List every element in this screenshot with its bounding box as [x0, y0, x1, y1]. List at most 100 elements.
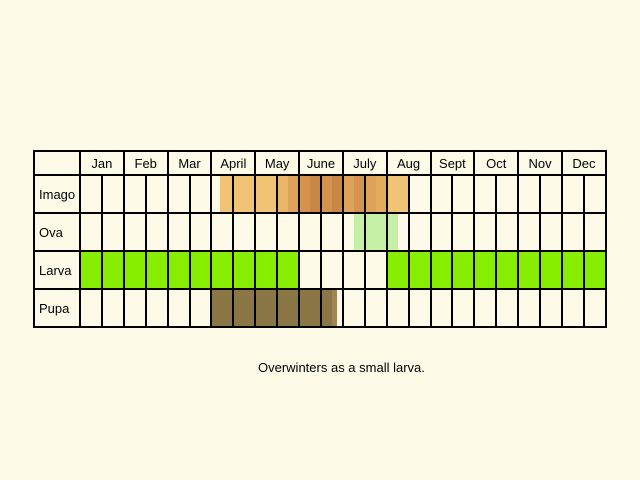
half-month-cell — [473, 288, 498, 328]
half-month-cell — [385, 174, 410, 214]
stage-label: Ova — [33, 212, 81, 252]
half-month-cell — [144, 174, 169, 214]
presence-fill — [212, 252, 233, 288]
presence-fill — [220, 176, 233, 212]
presence-fill — [331, 176, 342, 212]
presence-fill — [519, 252, 540, 288]
half-month-cell — [341, 212, 366, 252]
half-month-cell — [100, 288, 125, 328]
month-header: May — [254, 150, 301, 176]
month-header: Dec — [560, 150, 608, 176]
presence-fill — [278, 290, 299, 326]
stage-row: Pupa — [33, 288, 608, 328]
half-month-cell — [582, 250, 608, 290]
half-month-cell — [517, 250, 542, 290]
half-month-cell — [276, 250, 301, 290]
half-month-cell — [363, 174, 388, 214]
half-month-cell — [429, 250, 454, 290]
half-month-cell — [254, 174, 279, 214]
overwintering-note: Overwinters as a small larva. — [258, 360, 425, 375]
half-month-cell — [144, 212, 169, 252]
half-month-cell — [122, 250, 147, 290]
half-month-cell — [188, 174, 213, 214]
month-header: Jan — [79, 150, 125, 176]
half-month-cell — [166, 212, 191, 252]
half-month-cell — [144, 250, 169, 290]
presence-fill — [81, 252, 101, 288]
half-month-cell — [232, 288, 257, 328]
half-month-cell — [341, 250, 366, 290]
presence-fill — [124, 252, 145, 288]
stage-label: Pupa — [33, 288, 81, 328]
half-month-cell — [451, 212, 476, 252]
presence-fill — [331, 290, 337, 326]
half-month-cell — [385, 250, 410, 290]
half-month-cell — [539, 174, 563, 214]
half-month-cell — [210, 174, 235, 214]
presence-fill — [256, 176, 277, 212]
half-month-cell — [298, 288, 322, 328]
presence-fill — [146, 252, 167, 288]
half-month-cell — [210, 212, 235, 252]
presence-fill — [584, 252, 605, 288]
presence-fill — [387, 214, 398, 250]
half-month-cell — [254, 250, 279, 290]
stage-label: Larva — [33, 250, 81, 290]
presence-fill — [102, 252, 123, 288]
half-month-cell — [188, 250, 213, 290]
half-month-cell — [363, 212, 388, 252]
half-month-cell — [407, 212, 432, 252]
half-month-cell — [79, 288, 103, 328]
half-month-cell — [100, 174, 125, 214]
presence-fill — [353, 214, 364, 250]
half-month-cell — [166, 250, 191, 290]
presence-fill — [212, 290, 233, 326]
presence-fill — [300, 176, 311, 212]
presence-fill — [497, 252, 518, 288]
half-month-cell — [363, 250, 388, 290]
half-month-cell — [495, 212, 520, 252]
presence-fill — [234, 252, 255, 288]
month-header-row: Jan Feb Mar April May June July Aug Sept Oct Nov De… — [33, 150, 608, 176]
half-month-cell — [582, 174, 608, 214]
half-month-cell — [166, 288, 191, 328]
presence-fill — [541, 252, 561, 288]
half-month-cell — [473, 174, 498, 214]
presence-fill — [190, 252, 211, 288]
half-month-cell — [188, 212, 213, 252]
presence-fill — [256, 252, 277, 288]
month-header: Oct — [473, 150, 520, 176]
half-month-cell — [407, 174, 432, 214]
half-month-cell — [232, 174, 257, 214]
half-month-cell — [429, 288, 454, 328]
half-month-cell — [79, 250, 103, 290]
half-month-cell — [122, 212, 147, 252]
half-month-cell — [560, 174, 585, 214]
half-month-cell — [319, 212, 344, 252]
month-header: June — [298, 150, 344, 176]
half-month-cell — [407, 288, 432, 328]
half-month-cell — [429, 174, 454, 214]
half-month-cell — [582, 288, 608, 328]
half-month-cell — [122, 288, 147, 328]
presence-fill — [353, 176, 364, 212]
half-month-cell — [495, 250, 520, 290]
half-month-cell — [539, 212, 563, 252]
half-month-cell — [79, 212, 103, 252]
half-month-cell — [517, 212, 542, 252]
half-month-cell — [210, 288, 235, 328]
half-month-cell — [319, 174, 344, 214]
phenology-grid: Jan Feb Mar April May June July Aug Sept Oct Nov De… — [33, 150, 608, 328]
half-month-cell — [451, 250, 476, 290]
half-month-cell — [276, 174, 301, 214]
half-month-cell — [298, 174, 322, 214]
month-header: Sept — [429, 150, 476, 176]
presence-fill — [562, 252, 583, 288]
presence-fill — [387, 176, 408, 212]
half-month-cell — [298, 212, 322, 252]
presence-fill — [475, 252, 496, 288]
presence-fill — [288, 176, 299, 212]
half-month-cell — [122, 174, 147, 214]
half-month-cell — [363, 288, 388, 328]
half-month-cell — [319, 288, 344, 328]
